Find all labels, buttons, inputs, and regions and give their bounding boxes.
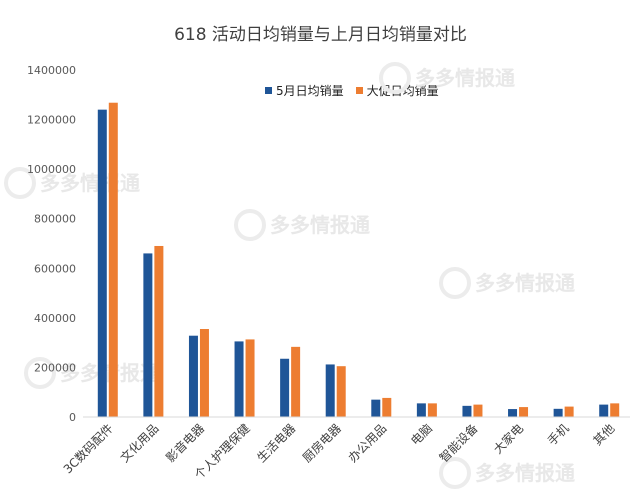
- bar-may: [325, 364, 335, 417]
- bars: [97, 102, 620, 418]
- bar-promo: [245, 339, 255, 417]
- watermark-logo: [4, 167, 36, 199]
- watermark-logo: [439, 267, 471, 299]
- x-tick-label: 手机: [545, 421, 572, 448]
- x-tick-label: 生活电器: [254, 421, 298, 465]
- bar-may: [97, 109, 107, 418]
- y-tick-label: 1400000: [27, 64, 76, 77]
- bar-promo: [564, 406, 574, 417]
- watermark-text: 多多情报通: [475, 271, 575, 295]
- x-tick-label: 其他: [590, 421, 617, 448]
- bar-promo: [108, 102, 118, 418]
- bar-may: [234, 341, 244, 417]
- y-tick-label: 600000: [34, 262, 76, 275]
- bar-promo: [154, 245, 164, 417]
- bar-may: [280, 358, 290, 417]
- x-tick-label: 大家电: [490, 421, 526, 457]
- bar-may: [416, 403, 426, 417]
- y-tick-label: 0: [69, 411, 76, 424]
- y-tick-label: 1200000: [27, 114, 76, 127]
- bar-promo: [610, 403, 620, 417]
- legend-swatch-may: [265, 87, 272, 94]
- bar-promo: [473, 404, 483, 417]
- x-tick-label: 文化用品: [117, 421, 162, 466]
- legend-item-may: 5月日均销量: [265, 82, 344, 99]
- bar-promo: [427, 403, 437, 417]
- watermarks: 多多情报通多多情报通多多情报通多多情报通多多情报通多多情报通: [4, 62, 575, 489]
- bar-may: [462, 405, 472, 417]
- legend-swatch-promo: [355, 87, 363, 94]
- watermark-logo: [379, 62, 411, 94]
- bar-promo: [519, 407, 529, 417]
- legend-label-may: 5月日均销量: [276, 84, 344, 98]
- x-tick-label: 3C数码配件: [60, 421, 116, 477]
- y-tick-label: 200000: [34, 361, 76, 374]
- bar-promo: [291, 346, 301, 417]
- watermark-text: 多多情报通: [270, 213, 370, 237]
- y-axis: 0 200000 400000 600000 800000 1000000 1200000 1…: [27, 64, 76, 424]
- watermark-text: 多多情报通: [475, 461, 575, 485]
- y-tick-label: 400000: [34, 312, 76, 325]
- y-tick-label: 800000: [34, 213, 76, 226]
- bar-may: [371, 399, 381, 417]
- x-tick-label: 办公用品: [345, 421, 390, 466]
- x-tick-label: 影音电器: [163, 421, 208, 466]
- chart-title: 618 活动日均销量与上月日均销量对比: [174, 25, 467, 45]
- bar-promo: [382, 397, 392, 417]
- bar-may: [143, 253, 153, 417]
- bar-may: [599, 404, 609, 417]
- watermark-text: 多多情报通: [40, 171, 140, 195]
- bar-promo: [199, 329, 209, 417]
- watermark-logo: [234, 209, 266, 241]
- watermark-logo: [24, 357, 56, 389]
- y-tick-label: 1000000: [27, 163, 76, 176]
- x-tick-label: 电脑: [408, 421, 435, 448]
- watermark-text: 多多情报通: [415, 66, 515, 90]
- bar-may: [188, 335, 198, 417]
- watermark-logo: [439, 457, 471, 489]
- bar-promo: [336, 366, 346, 417]
- bar-may: [508, 409, 518, 417]
- bar-may: [553, 408, 563, 417]
- x-tick-label: 厨房电器: [299, 421, 344, 466]
